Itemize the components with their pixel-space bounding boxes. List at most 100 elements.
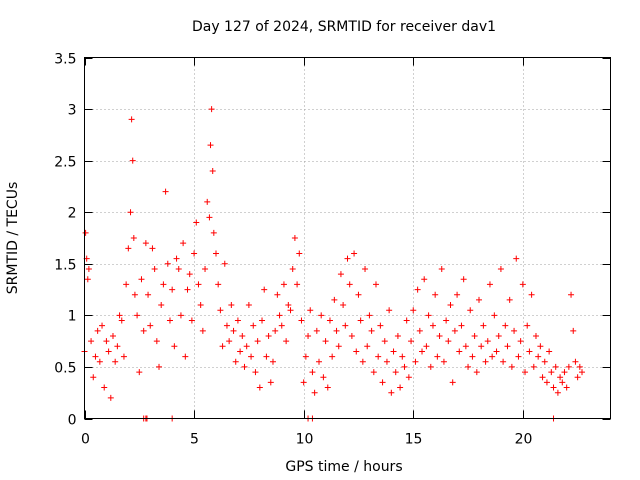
data-point (128, 116, 135, 123)
data-point (232, 358, 239, 365)
data-point (199, 327, 206, 334)
data-point (559, 379, 566, 386)
y-tick-labels: 0 0.5 1 1.5 2 2.5 3 3.5 (54, 52, 76, 429)
data-point (458, 322, 465, 329)
y-tick-label: 1 (68, 309, 77, 325)
data-point (138, 276, 145, 283)
data-point (329, 353, 336, 360)
data-point (535, 353, 542, 360)
data-point (234, 317, 241, 324)
data-point (248, 353, 255, 360)
data-point (473, 369, 480, 376)
data-point (166, 317, 173, 324)
x-tick-label: 15 (405, 432, 423, 448)
data-point (484, 338, 491, 345)
data-point (149, 245, 156, 252)
data-point (164, 260, 171, 267)
data-point (94, 327, 101, 334)
data-point (136, 369, 143, 376)
data-point (511, 327, 518, 334)
data-point (226, 338, 233, 345)
x-tick-label: 5 (190, 432, 199, 448)
data-point (351, 250, 358, 257)
data-point (267, 379, 274, 386)
data-point (316, 358, 323, 365)
data-point (305, 332, 312, 339)
x-tick-label: 20 (515, 432, 533, 448)
data-point (568, 291, 575, 298)
data-point (302, 353, 309, 360)
data-point (401, 363, 408, 370)
data-point (419, 348, 426, 355)
data-point (451, 327, 458, 334)
data-point (250, 322, 257, 329)
data-point (355, 291, 362, 298)
data-point (101, 384, 108, 391)
data-point (405, 374, 412, 381)
data-point (447, 302, 454, 309)
data-point (296, 250, 303, 257)
data-point (298, 317, 305, 324)
data-point (230, 327, 237, 334)
data-point (324, 384, 331, 391)
data-point (552, 363, 559, 370)
data-point (504, 343, 511, 350)
data-point (383, 358, 390, 365)
data-point (180, 240, 187, 247)
data-point (550, 384, 557, 391)
data-point (283, 338, 290, 345)
data-point (432, 291, 439, 298)
data-point (278, 322, 285, 329)
data-point (416, 327, 423, 334)
data-point (548, 369, 555, 376)
x-tick-label: 0 (81, 432, 90, 448)
data-point (142, 240, 149, 247)
data-point (497, 265, 504, 272)
data-point (491, 312, 498, 319)
data-point (208, 106, 215, 113)
data-point (130, 235, 137, 241)
data-point (204, 198, 211, 205)
y-tick-label: 2 (68, 206, 77, 222)
data-point (476, 296, 482, 303)
data-point (289, 265, 296, 272)
data-point (539, 374, 546, 381)
data-point (175, 265, 182, 272)
chart-title: Day 127 of 2024, SRMTID for receiver dav… (192, 19, 496, 35)
data-points (81, 106, 586, 422)
data-point (237, 348, 244, 355)
data-point (287, 307, 294, 314)
data-point (182, 353, 189, 360)
data-point (252, 369, 259, 376)
data-point (134, 312, 141, 319)
data-point (223, 322, 230, 329)
data-point (156, 363, 163, 370)
y-tick-label: 3 (68, 103, 77, 119)
data-point (519, 281, 526, 288)
data-point (532, 332, 539, 339)
data-point (322, 338, 329, 345)
data-point (300, 379, 307, 386)
data-point (191, 250, 198, 257)
data-point (526, 348, 533, 355)
data-point (202, 265, 209, 272)
data-point (219, 343, 226, 350)
data-point (574, 374, 581, 381)
data-point (561, 369, 568, 376)
data-point (160, 281, 167, 288)
data-point (259, 317, 266, 324)
data-point (263, 353, 270, 360)
grid (84, 57, 611, 419)
data-point (318, 312, 325, 319)
data-point (541, 358, 548, 365)
data-point (438, 265, 445, 272)
data-point (118, 317, 125, 324)
data-point (120, 353, 127, 360)
data-point (515, 353, 522, 360)
data-point (151, 265, 158, 272)
data-point (359, 358, 366, 365)
data-point (147, 322, 154, 329)
data-point (158, 302, 165, 309)
